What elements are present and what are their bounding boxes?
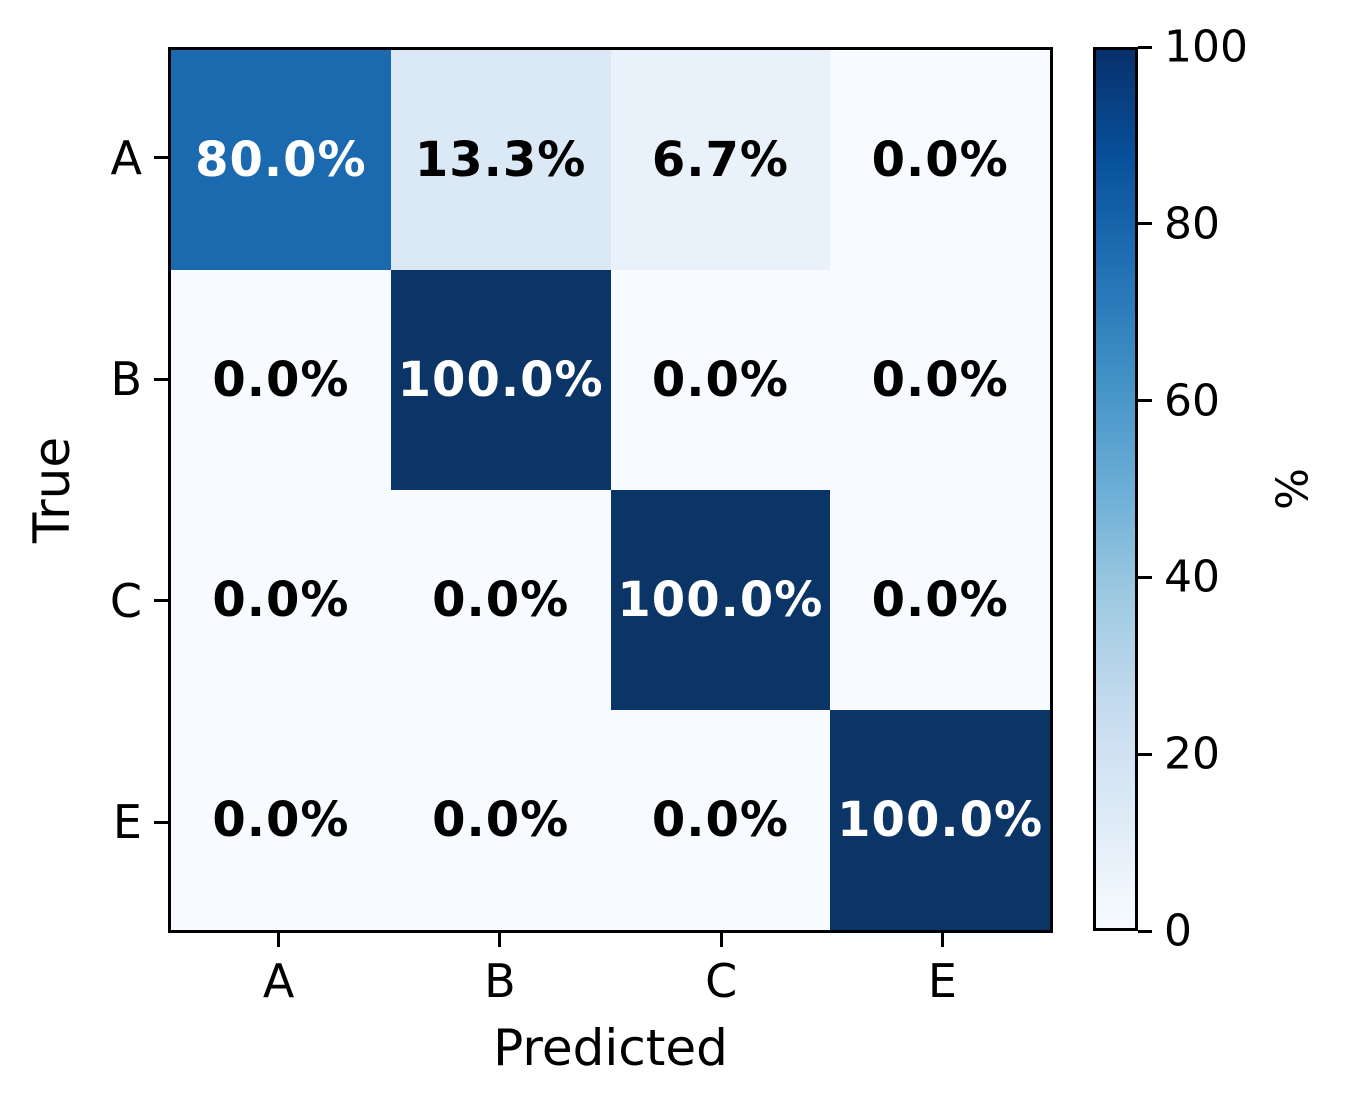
y-tick-mark	[154, 820, 168, 824]
colorbar-tick-mark	[1138, 752, 1152, 756]
heatmap-cell: 0.0%	[171, 710, 391, 930]
heatmap-cell: 100.0%	[830, 710, 1050, 930]
y-tick-mark	[154, 377, 168, 381]
colorbar-tick-label: 60	[1164, 375, 1220, 427]
x-tick-label: A	[262, 954, 295, 1008]
colorbar-axis-label: %	[1267, 468, 1319, 510]
cell-annotation: 0.0%	[212, 572, 350, 628]
cell-annotation: 13.3%	[414, 132, 587, 188]
x-tick-label: C	[705, 954, 738, 1008]
colorbar-tick-label: 80	[1164, 198, 1220, 250]
heatmap-cell: 0.0%	[610, 710, 831, 930]
colorbar-tick-label: 20	[1164, 728, 1220, 780]
y-tick-mark	[154, 599, 168, 603]
y-axis-label: True	[23, 436, 81, 544]
cell-annotation: 0.0%	[871, 572, 1009, 628]
x-tick-mark	[498, 933, 502, 947]
y-tick-label: A	[110, 130, 142, 185]
cell-annotation: 80.0%	[195, 132, 367, 188]
colorbar-tick-mark	[1138, 222, 1152, 226]
heatmap-cell: 0.0%	[390, 490, 611, 710]
cell-annotation: 0.0%	[432, 572, 570, 628]
x-tick-label: E	[927, 954, 957, 1008]
heatmap-cell: 0.0%	[171, 270, 391, 490]
cell-annotation: 0.0%	[871, 352, 1009, 408]
cell-annotation: 0.0%	[651, 792, 789, 848]
y-tick-label: C	[109, 573, 142, 628]
colorbar-tick-mark	[1138, 45, 1152, 49]
y-tick-mark	[154, 156, 168, 160]
cell-annotation: 6.7%	[651, 132, 789, 188]
heatmap-cell: 0.0%	[830, 50, 1050, 270]
heatmap-cell: 13.3%	[390, 50, 611, 270]
heatmap-cell: 0.0%	[830, 270, 1050, 490]
heatmap-cell: 100.0%	[390, 270, 611, 490]
x-tick-mark	[719, 933, 723, 947]
heatmap-plot-area: 80.0% 13.3% 6.7% 0.0% 0.0% 100.0% 0.0% 0.0% 0.0%…	[168, 47, 1053, 933]
heatmap-cell: 0.0%	[171, 490, 391, 710]
cell-annotation: 0.0%	[651, 352, 789, 408]
colorbar-tick-label: 40	[1164, 551, 1220, 603]
colorbar-tick-label: 100	[1164, 21, 1248, 73]
cell-annotation: 0.0%	[432, 792, 570, 848]
colorbar-tick-mark	[1138, 929, 1152, 933]
colorbar	[1093, 47, 1138, 931]
cell-annotation: 100.0%	[837, 792, 1044, 848]
heatmap-cell: 0.0%	[610, 270, 831, 490]
colorbar-tick-label: 0	[1164, 905, 1192, 957]
heatmap-cell: 0.0%	[830, 490, 1050, 710]
y-tick-label: B	[110, 352, 142, 407]
cell-annotation: 0.0%	[212, 792, 350, 848]
colorbar-gradient	[1096, 50, 1135, 928]
colorbar-tick-mark	[1138, 575, 1152, 579]
cell-annotation: 100.0%	[617, 572, 824, 628]
heatmap-cell: 80.0%	[171, 50, 391, 270]
cell-annotation: 0.0%	[212, 352, 350, 408]
x-tick-mark	[940, 933, 944, 947]
x-tick-label: B	[484, 954, 516, 1008]
y-tick-label: E	[112, 795, 142, 850]
heatmap-cell: 6.7%	[610, 50, 831, 270]
heatmap-cell: 100.0%	[610, 490, 831, 710]
colorbar-tick-mark	[1138, 399, 1152, 403]
x-axis-label: Predicted	[493, 1019, 728, 1077]
heatmap-cell: 0.0%	[390, 710, 611, 930]
cell-annotation: 100.0%	[397, 352, 604, 408]
x-tick-mark	[277, 933, 281, 947]
cell-annotation: 0.0%	[871, 132, 1009, 188]
